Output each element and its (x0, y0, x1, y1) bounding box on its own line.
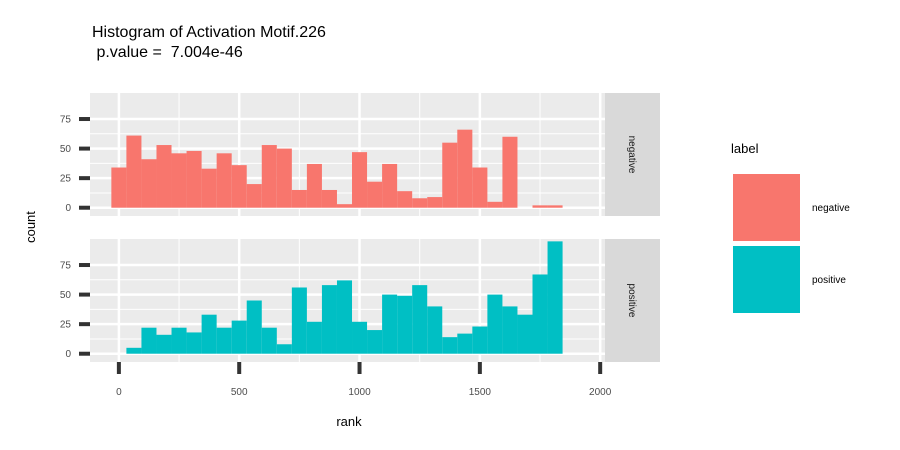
y-tick-label: 25 (60, 174, 72, 185)
histogram-bar (261, 145, 277, 208)
panel-negative: 0 25 50 75 negative (60, 93, 660, 216)
histogram-bar (291, 287, 307, 354)
x-axis: 0 500 1000 1500 2000 (116, 362, 612, 398)
histogram-bar (547, 205, 563, 208)
histogram-bar (352, 152, 368, 208)
histogram-bar (306, 321, 322, 354)
histogram-bar (156, 334, 172, 354)
histogram-bar (321, 285, 337, 354)
histogram-bar (171, 327, 187, 354)
x-tick-label: 500 (231, 387, 248, 398)
histogram-bar (382, 294, 398, 354)
histogram-bar (532, 205, 548, 208)
histogram-bar (367, 330, 383, 354)
histogram-bar (141, 327, 157, 354)
histogram-bar (216, 153, 232, 208)
histogram-bar (427, 197, 443, 208)
legend-key-positive (733, 246, 800, 313)
y-tick-label: 25 (60, 320, 72, 331)
facet-strip-label: positive (626, 284, 637, 318)
histogram-bar (261, 327, 277, 354)
histogram-bar (171, 153, 187, 208)
histogram-bar (246, 300, 262, 354)
facet-strip-label: negative (626, 136, 637, 174)
histogram-bar (231, 165, 247, 208)
chart-title: Histogram of Activation Motif.226 (92, 24, 326, 41)
histogram-bar (397, 191, 413, 208)
x-tick-label: 0 (116, 387, 122, 398)
histogram-bar (186, 332, 202, 354)
histogram-bar (156, 145, 172, 208)
y-tick-label: 0 (65, 349, 71, 360)
panel-positive: 0 25 50 75 positive (60, 239, 660, 362)
histogram-bar (487, 201, 503, 208)
x-tick-label: 2000 (589, 387, 612, 398)
histogram-bar (517, 314, 533, 354)
histogram-bar (502, 306, 518, 354)
chart-subtitle: p.value = 7.004e-46 (92, 44, 243, 61)
y-tick-label: 75 (60, 115, 72, 126)
facet-panels: 0 25 50 75 negative 0 25 50 75 positive (60, 93, 660, 362)
x-axis-title: rank (336, 414, 362, 429)
y-tick-label: 50 (60, 290, 72, 301)
histogram-bar (126, 347, 142, 354)
histogram-bar (306, 163, 322, 208)
histogram-bar (336, 280, 353, 354)
histogram-bar (472, 167, 488, 208)
histogram-bar (126, 135, 142, 208)
histogram-bar (397, 295, 413, 354)
histogram-bar (201, 168, 217, 208)
histogram-bar (186, 150, 202, 208)
histogram-bar (457, 333, 473, 354)
histogram-bar (412, 198, 428, 208)
histogram-bar (276, 148, 292, 208)
histogram-bar (321, 189, 337, 208)
y-axis-title: count (23, 211, 38, 243)
legend-key-negative (733, 174, 800, 241)
histogram-bar (442, 142, 458, 208)
histogram-bar (276, 344, 292, 354)
facet-strip (605, 239, 660, 362)
histogram-bar (141, 159, 157, 208)
x-tick-label: 1500 (469, 387, 492, 398)
legend: label negative positive (731, 141, 850, 313)
histogram-bar (111, 167, 127, 208)
legend-label-negative: negative (812, 203, 850, 214)
y-tick-label: 75 (60, 261, 72, 272)
histogram-bar (352, 321, 368, 354)
histogram-bar (367, 181, 383, 208)
facet-strip (605, 93, 660, 216)
x-tick-label: 1000 (348, 387, 371, 398)
histogram-bar (532, 274, 548, 354)
y-tick-label: 50 (60, 144, 72, 155)
histogram-bar (291, 189, 307, 208)
histogram-bar (201, 314, 217, 354)
histogram-bar (336, 204, 353, 208)
histogram-bar (246, 184, 262, 208)
histogram-bar (382, 163, 398, 208)
histogram-bar (472, 326, 488, 354)
histogram-bar (412, 285, 428, 354)
histogram-bar (487, 294, 503, 354)
histogram-bar (502, 136, 518, 208)
histogram-bar (231, 320, 247, 354)
histogram-bar (547, 241, 563, 354)
y-tick-label: 0 (65, 203, 71, 214)
histogram-bar (457, 129, 473, 208)
histogram-bar (427, 306, 443, 354)
legend-label-positive: positive (812, 275, 846, 286)
histogram-bar (216, 327, 232, 354)
histogram-bar (442, 337, 458, 354)
legend-title: label (731, 141, 759, 156)
